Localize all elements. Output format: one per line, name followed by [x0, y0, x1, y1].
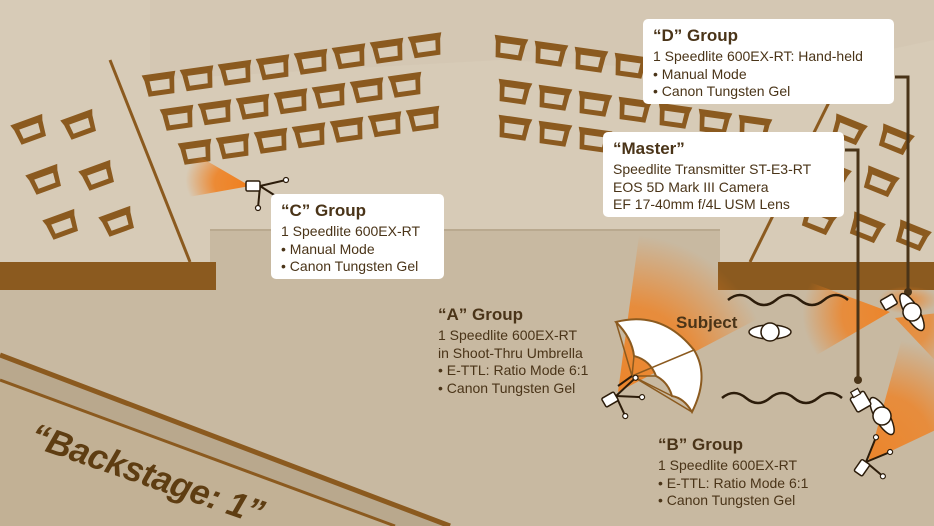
seat-icon — [98, 205, 134, 237]
seat-icon — [197, 99, 232, 126]
wave-icon — [721, 391, 843, 405]
seat-icon — [367, 111, 402, 138]
seat-icon — [217, 59, 252, 86]
master-line: EF 17-40mm f/4L USM Lens — [613, 196, 790, 212]
seat-icon — [60, 108, 96, 140]
ramp-edge-2 — [0, 378, 396, 526]
subject-label: Subject — [676, 313, 738, 332]
seat-icon — [349, 77, 384, 104]
seat-icon — [291, 122, 326, 149]
d-group-title: “D” Group — [653, 26, 738, 45]
seat-icon — [574, 46, 609, 73]
seat-icon — [253, 127, 288, 154]
a-group-line: in Shoot-Thru Umbrella — [438, 344, 583, 361]
seat-icon — [25, 163, 61, 195]
seat-icon — [387, 71, 422, 98]
master-card: “Master” Speedlite Transmitter ST-E3-RT … — [603, 132, 844, 217]
ramp-edge-1 — [0, 352, 451, 526]
seat-icon — [407, 32, 442, 59]
b-group-line: 1 Speedlite 600EX-RT — [658, 457, 798, 473]
seat-icon — [329, 116, 364, 143]
seat-icon — [878, 123, 915, 156]
c-group-line: • Canon Tungsten Gel — [281, 258, 419, 274]
a-group-line: • Canon Tungsten Gel — [438, 379, 576, 396]
seat-icon — [293, 48, 328, 75]
seat-icon — [141, 70, 176, 97]
seat-icon — [614, 52, 649, 79]
a-group-title: “A” Group — [438, 305, 523, 324]
seat-icon — [311, 82, 346, 109]
seat-icon — [498, 114, 533, 141]
photographer-d-icon — [899, 292, 925, 332]
a-group-line: 1 Speedlite 600EX-RT — [438, 327, 578, 343]
seat-icon — [42, 208, 78, 240]
connector-d — [895, 75, 910, 292]
wave-icon — [727, 293, 849, 307]
seat-icon — [538, 120, 573, 147]
d-group-line: 1 Speedlite 600EX-RT: Hand-held — [653, 48, 863, 64]
d-group-card: “D” Group 1 Speedlite 600EX-RT: Hand-hel… — [643, 19, 894, 104]
seat-icon — [405, 105, 440, 132]
camera-icon — [849, 387, 872, 413]
master-line: Speedlite Transmitter ST-E3-RT — [613, 161, 812, 177]
seat-icon — [538, 84, 573, 111]
speedlite-d-icon — [879, 293, 898, 311]
b-group-line: • Canon Tungsten Gel — [658, 492, 796, 508]
seat-icon — [658, 102, 693, 129]
left-section-line — [108, 59, 192, 263]
master-line: EOS 5D Mark III Camera — [613, 178, 769, 195]
seat-icon — [179, 65, 214, 92]
seat-icon — [273, 88, 308, 115]
c-group-line: 1 Speedlite 600EX-RT — [281, 223, 421, 239]
d-group-line: • Canon Tungsten Gel — [653, 83, 791, 99]
b-group-line: • E-TTL: Ratio Mode 6:1 — [658, 474, 809, 491]
stage-ledge-left — [0, 262, 216, 290]
b-group-title: “B” Group — [658, 435, 743, 454]
seat-icon — [618, 96, 653, 123]
beam-b — [868, 334, 934, 462]
seat-icon — [235, 93, 270, 120]
seat-icon — [331, 43, 366, 70]
c-group-card: “C” Group 1 Speedlite 600EX-RT • Manual … — [271, 194, 444, 279]
seat-icon — [578, 90, 613, 117]
a-group-label: “A” Group 1 Speedlite 600EX-RT in Shoot-… — [438, 304, 588, 397]
seat-icon — [698, 108, 733, 135]
speedlite-a-icon — [601, 374, 646, 420]
seat-icon — [215, 133, 250, 160]
seat-icon — [863, 165, 900, 198]
master-title: “Master” — [613, 139, 685, 158]
speedlite-b-icon — [853, 434, 894, 480]
a-group-line: • E-TTL: Ratio Mode 6:1 — [438, 362, 589, 378]
connector-master — [845, 148, 860, 380]
seat-icon — [159, 104, 194, 131]
c-group-title: “C” Group — [281, 201, 366, 220]
seat-icon — [78, 159, 114, 191]
stage-ledge-right — [718, 262, 934, 290]
seat-icon — [494, 34, 529, 61]
beam-c — [185, 153, 250, 198]
seat-icon — [10, 113, 46, 145]
seat-icon — [498, 78, 533, 105]
b-group-label: “B” Group 1 Speedlite 600EX-RT • E-TTL: … — [658, 434, 808, 510]
seat-icon — [255, 54, 290, 81]
seat-icon — [369, 37, 404, 64]
c-group-line: • Manual Mode — [281, 240, 375, 257]
seat-icon — [177, 138, 212, 165]
photographer-master-icon — [869, 396, 895, 436]
d-group-line: • Manual Mode — [653, 65, 747, 82]
seat-icon — [534, 40, 569, 67]
subject-icon — [748, 322, 792, 342]
